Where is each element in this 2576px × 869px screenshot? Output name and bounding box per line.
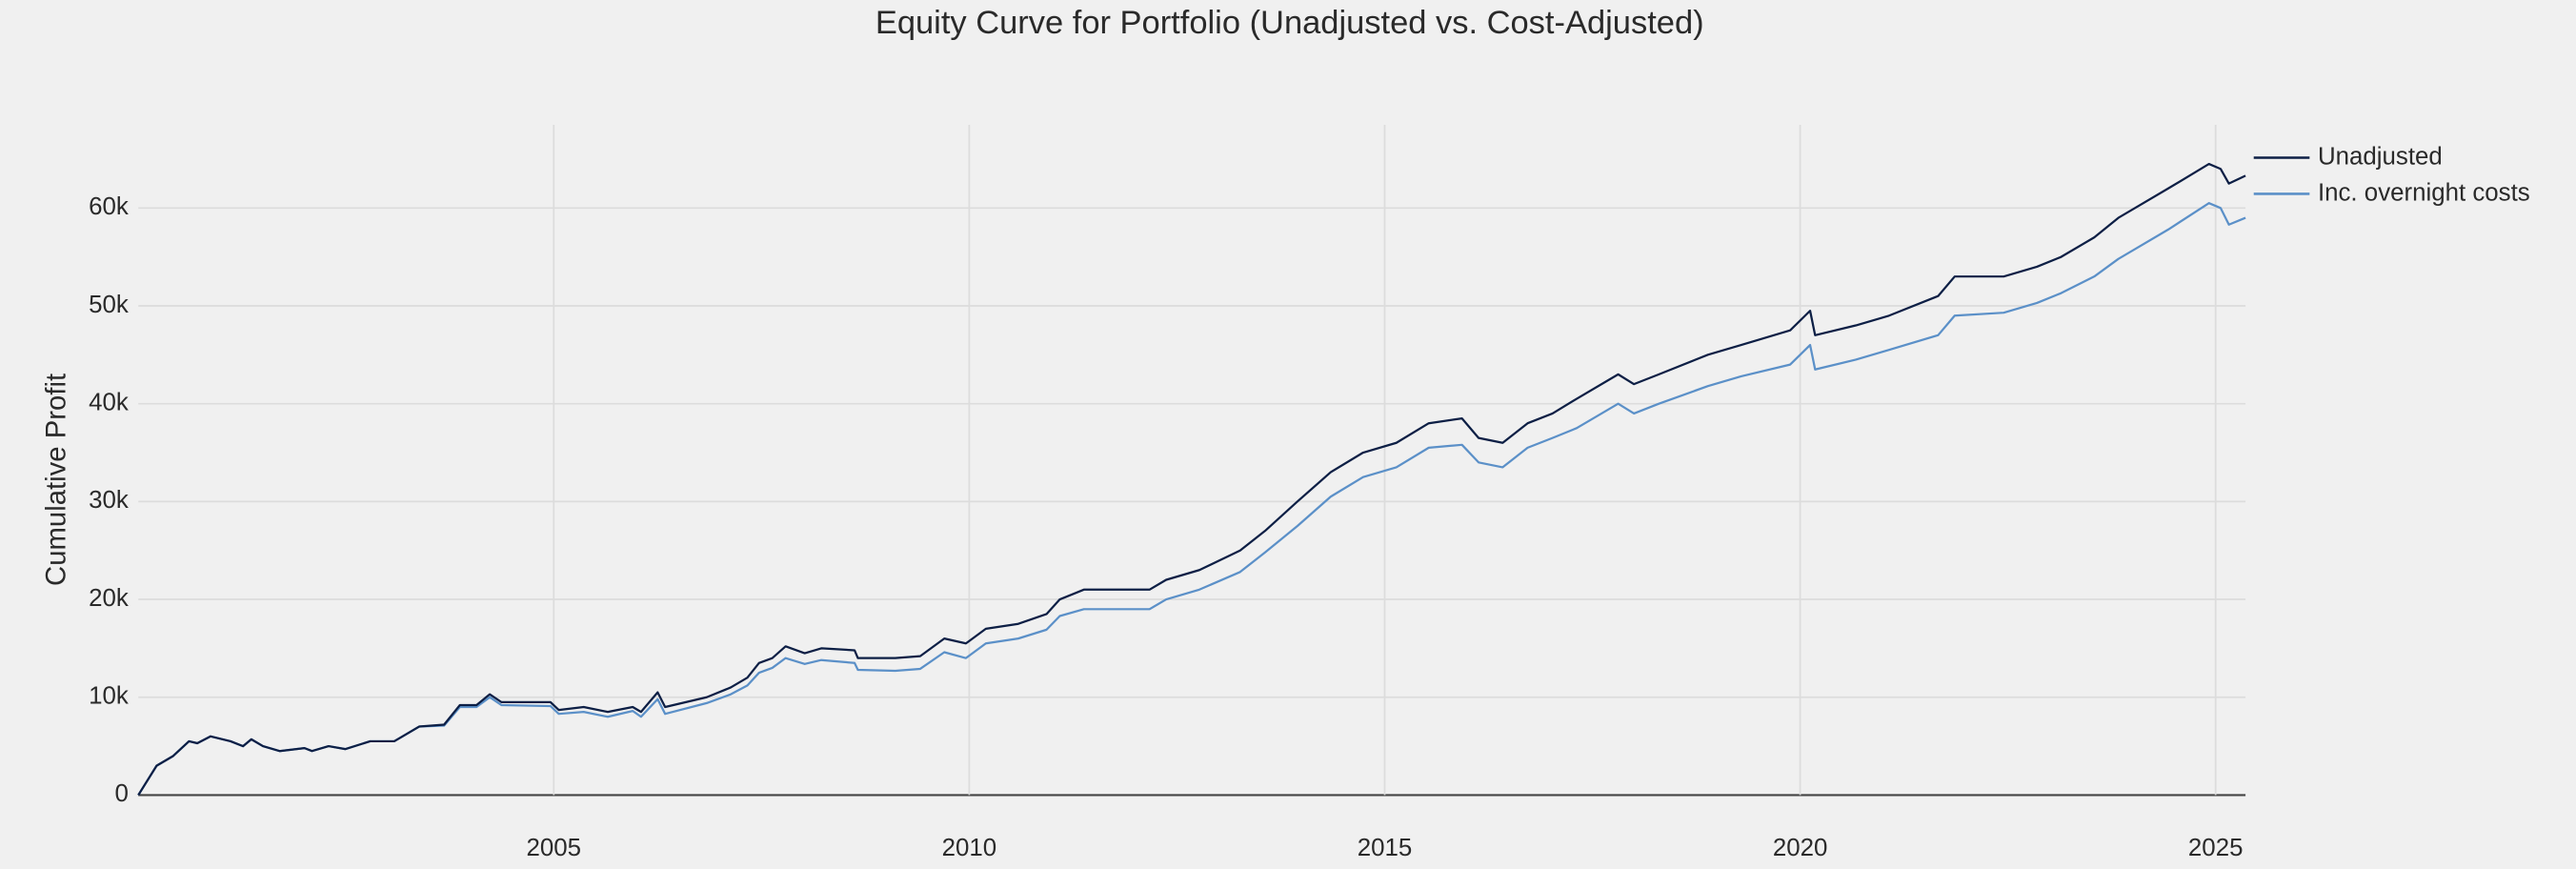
y-axis-label: Cumulative Profit xyxy=(40,374,71,586)
x-tick-label: 2020 xyxy=(1773,835,1828,861)
legend-label: Unadjusted xyxy=(2318,143,2443,170)
y-tick-label: 40k xyxy=(89,390,129,416)
line-series xyxy=(137,162,2246,797)
x-tick-label: 2010 xyxy=(942,835,997,861)
x-tick-label: 2025 xyxy=(2188,835,2244,861)
y-tick-label: 50k xyxy=(89,292,129,318)
y-tick-label: 20k xyxy=(89,585,129,612)
y-tick-label: 0 xyxy=(114,780,128,807)
y-tick-label: 10k xyxy=(89,683,129,710)
y-tick-label: 60k xyxy=(89,193,129,220)
legend-label: Inc. overnight costs xyxy=(2318,179,2530,206)
x-tick-label: 2015 xyxy=(1358,835,1413,861)
chart-title: Equity Curve for Portfolio (Unadjusted v… xyxy=(875,5,1704,41)
x-tick-label: 2005 xyxy=(527,835,582,861)
y-tick-label: 30k xyxy=(89,487,129,514)
